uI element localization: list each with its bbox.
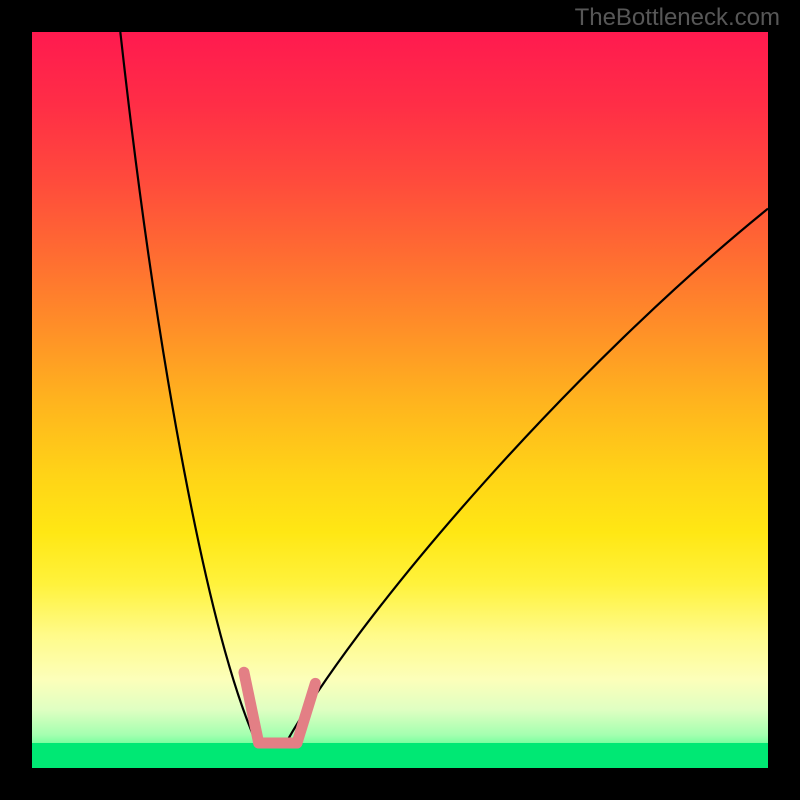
plot-area: [32, 32, 768, 768]
gradient-background: [32, 32, 768, 768]
green-baseline-band: [32, 743, 768, 768]
bottleneck-curve-chart: [32, 32, 768, 768]
watermark-text: TheBottleneck.com: [575, 4, 780, 32]
